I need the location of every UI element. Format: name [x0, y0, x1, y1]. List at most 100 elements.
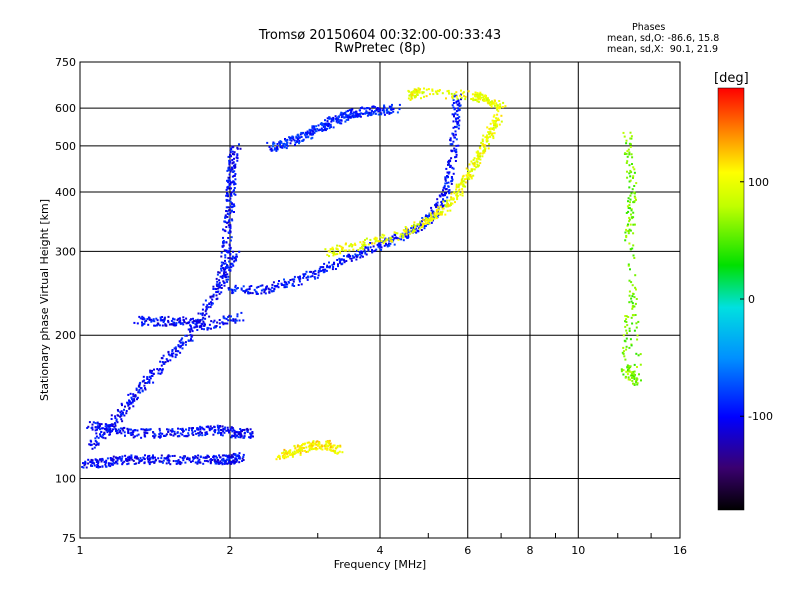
data-point [421, 91, 424, 94]
data-point [227, 176, 230, 179]
data-point [278, 457, 281, 460]
data-point [226, 455, 229, 458]
data-point [285, 281, 287, 284]
data-point [171, 455, 174, 457]
data-point [418, 224, 421, 227]
data-point [152, 372, 155, 375]
data-point [90, 443, 93, 446]
data-point [629, 229, 632, 232]
data-point [227, 237, 230, 239]
data-point [298, 445, 301, 448]
data-point [296, 133, 299, 136]
data-point [305, 270, 308, 273]
data-point [320, 444, 323, 447]
data-point [236, 287, 239, 289]
data-point [367, 248, 370, 251]
data-point [364, 252, 367, 255]
data-point [458, 108, 461, 111]
data-point [236, 459, 239, 462]
data-point [158, 324, 161, 327]
data-point [222, 261, 225, 264]
data-point [148, 459, 151, 461]
data-point [340, 122, 343, 125]
data-point [230, 436, 233, 439]
data-point [502, 101, 505, 104]
data-point [199, 433, 202, 436]
data-point [631, 163, 633, 165]
data-point [200, 325, 203, 328]
data-point [229, 160, 232, 163]
data-point [154, 456, 156, 459]
data-point [481, 143, 484, 145]
data-point [455, 110, 458, 113]
data-point [442, 200, 445, 203]
data-point [627, 148, 630, 151]
data-point [493, 132, 496, 135]
data-point [173, 430, 176, 433]
data-point [232, 264, 235, 267]
data-point [87, 458, 90, 461]
data-point [133, 429, 136, 432]
data-point [165, 324, 168, 327]
data-point [625, 321, 628, 323]
data-point [438, 212, 441, 215]
data-point [148, 317, 151, 320]
data-point [282, 144, 285, 147]
data-point [630, 135, 633, 138]
data-point [299, 447, 301, 450]
data-point [233, 260, 236, 263]
data-point [302, 447, 305, 449]
data-point [190, 427, 193, 430]
data-point [99, 465, 102, 468]
data-point [272, 141, 275, 144]
data-point [208, 429, 211, 432]
data-point [104, 428, 107, 431]
data-point [164, 434, 167, 437]
data-point [207, 306, 210, 309]
data-point [375, 237, 378, 240]
data-point [112, 455, 115, 458]
data-point [228, 266, 231, 269]
data-point [95, 441, 98, 444]
data-point [454, 201, 456, 204]
data-point [208, 303, 211, 305]
data-point [231, 430, 234, 433]
data-point [228, 250, 231, 253]
data-point [192, 317, 194, 320]
data-point [191, 428, 194, 431]
data-point [445, 182, 448, 185]
data-point [275, 458, 278, 461]
data-point [127, 462, 130, 465]
data-point [373, 242, 376, 245]
data-point [407, 89, 410, 92]
data-point [425, 214, 427, 217]
data-point [91, 461, 93, 464]
data-point [236, 313, 239, 316]
data-point [236, 146, 239, 149]
data-point [447, 89, 450, 92]
data-point [152, 456, 154, 458]
data-point [236, 159, 239, 162]
data-point [310, 446, 313, 449]
data-point [205, 307, 208, 310]
data-point [405, 231, 408, 234]
data-point [170, 319, 173, 322]
data-point [142, 456, 145, 459]
data-point [396, 232, 399, 235]
data-point [210, 458, 213, 461]
data-point [304, 133, 307, 136]
data-point [220, 287, 223, 289]
data-point [138, 388, 141, 391]
data-point [304, 131, 307, 134]
data-point [427, 220, 430, 223]
data-point [405, 229, 408, 232]
data-point [623, 350, 625, 353]
data-point [438, 208, 441, 211]
data-point [213, 326, 216, 329]
data-point [176, 460, 179, 463]
phases-stats-x-mode: mean, sd,X: 90.1, 21.9 [607, 44, 719, 55]
data-point [218, 279, 221, 282]
data-point [161, 361, 164, 363]
data-point [285, 456, 288, 459]
